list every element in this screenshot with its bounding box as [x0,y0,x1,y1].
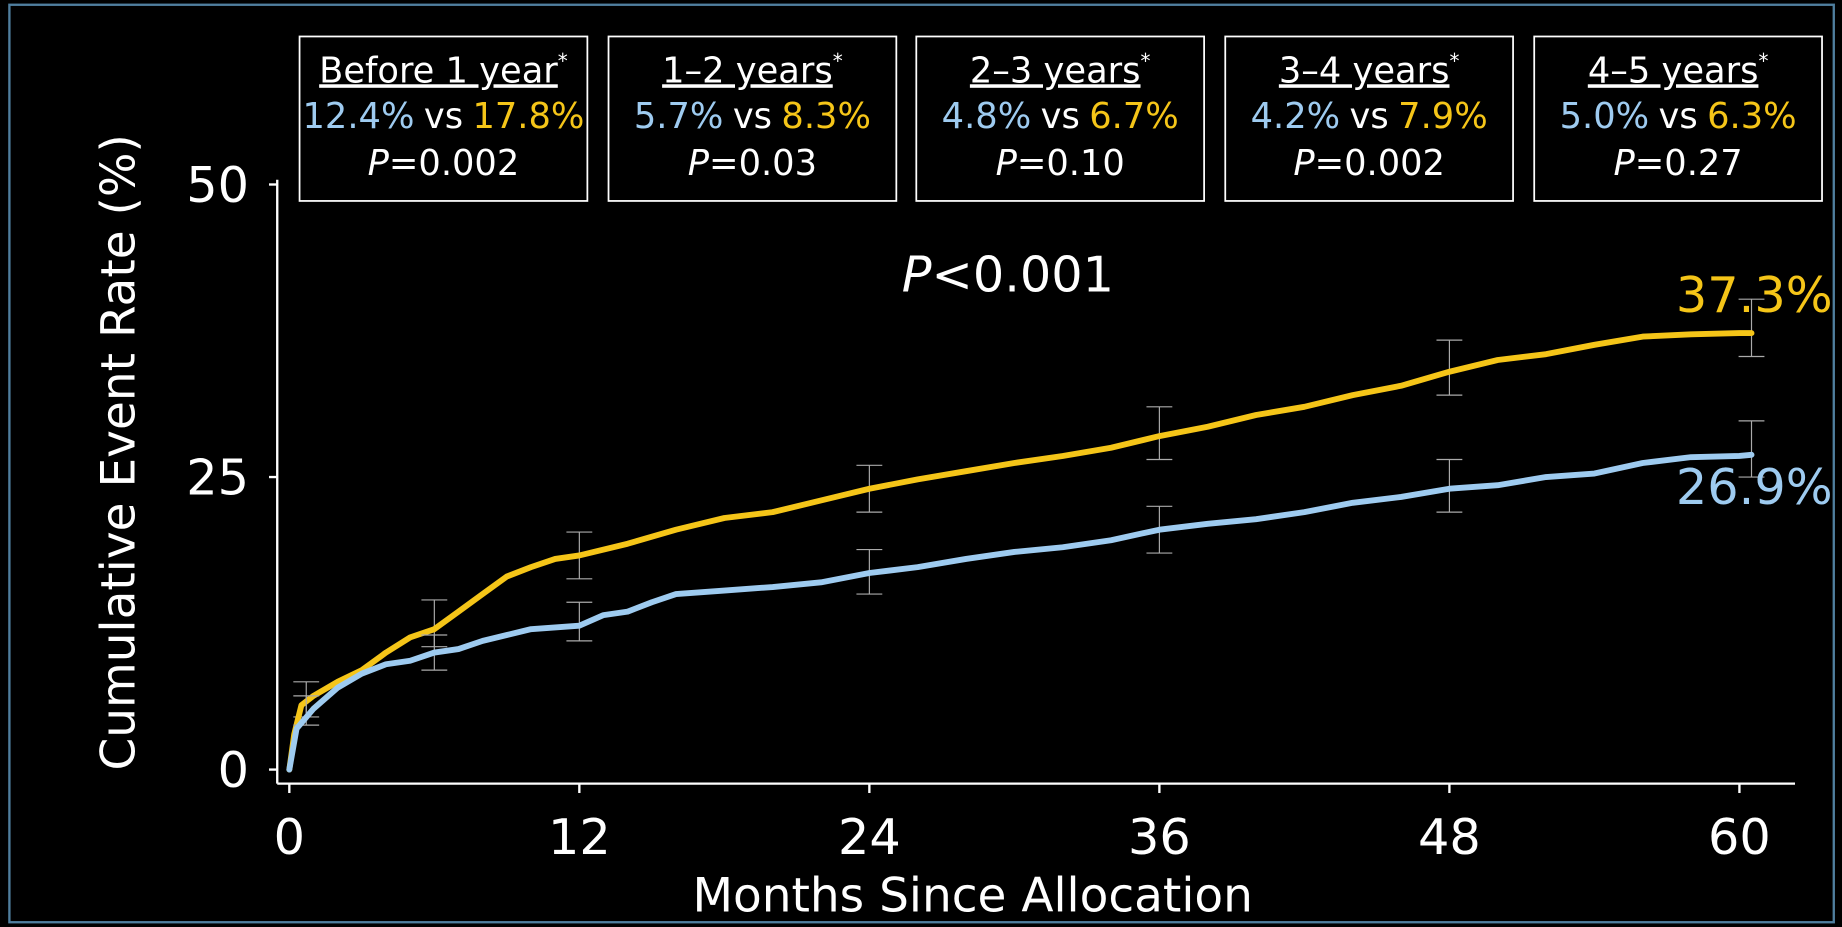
error-bar [1436,339,1463,396]
interval-period: 1–2 years [662,50,833,91]
p-symbol: P [1293,143,1315,184]
interval-title: 2–3 years* [970,49,1151,91]
p-symbol: P [368,143,390,184]
interval-box [298,35,589,202]
rate-yellow: 8.3% [781,96,871,137]
y-tick-label: 0 [218,741,249,799]
p-value-overall: P<0.001 [902,245,1114,303]
interval-title: 4–5 years* [1588,49,1769,91]
rate-yellow: 17.8% [472,96,584,137]
interval-box [607,35,898,202]
interval-marker: * [1758,49,1768,73]
rate-yellow: 6.3% [1707,96,1797,137]
x-tick-label: 36 [1128,808,1191,866]
error-bar [566,601,593,642]
rate-sep: vs [424,96,463,137]
survival-curve [286,451,1755,773]
interval-period: 2–3 years [970,50,1141,91]
interval-p: P=0.10 [996,143,1125,184]
interval-marker: * [1141,49,1151,73]
error-bar [1738,298,1765,358]
x-tick-label: 60 [1708,808,1771,866]
p-value: =0.002 [1315,143,1445,184]
rate-sep: vs [1659,96,1698,137]
p-value: =0.002 [389,143,519,184]
end-label: 26.9% [1676,458,1833,516]
interval-p: P=0.002 [1293,143,1445,184]
x-axis-label: Months Since Allocation [692,869,1252,924]
interval-marker: * [1449,49,1459,73]
interval-rates: 5.0% vs 6.3% [1560,96,1797,137]
frame [8,3,1835,924]
interval-p: P=0.27 [1614,143,1743,184]
interval-box [915,35,1205,202]
rate-blue: 4.8% [942,96,1032,137]
p-value: =0.27 [1635,143,1743,184]
interval-title: 1–2 years* [662,49,843,91]
y-axis-label: Cumulative Event Rate (%) [92,134,147,770]
p-value: <0.001 [932,245,1115,303]
rate-blue: 4.2% [1251,96,1341,137]
interval-rates: 4.2% vs 7.9% [1251,96,1488,137]
y-tick-label: 50 [186,156,249,214]
y-tick-label: 25 [186,449,249,507]
p-symbol: P [688,143,710,184]
rate-sep: vs [1350,96,1389,137]
interval-period: 4–5 years [1588,50,1759,91]
interval-box [1533,35,1823,202]
interval-title: Before 1 year* [319,49,568,91]
x-tick-label: 48 [1418,808,1481,866]
survival-curve [286,330,1755,773]
rate-yellow: 6.7% [1089,96,1179,137]
x-tick-label: 24 [838,808,901,866]
interval-p: P=0.002 [368,143,520,184]
rate-blue: 5.0% [1560,96,1650,137]
rate-sep: vs [733,96,772,137]
rate-yellow: 7.9% [1398,96,1488,137]
error-bar [1738,420,1765,478]
p-value: =0.10 [1017,143,1125,184]
interval-p: P=0.03 [688,143,817,184]
interval-marker: * [833,49,843,73]
rate-blue: 5.7% [634,96,724,137]
x-tick-label: 0 [274,808,305,866]
p-symbol: P [996,143,1018,184]
interval-period: 3–4 years [1279,50,1450,91]
p-symbol: P [1614,143,1636,184]
interval-rates: 12.4% vs 17.8% [303,96,585,137]
x-tick-label: 12 [548,808,611,866]
rate-blue: 12.4% [303,96,415,137]
interval-rates: 5.7% vs 8.3% [634,96,871,137]
interval-box [1224,35,1514,202]
interval-title: 3–4 years* [1279,49,1460,91]
end-label: 37.3% [1676,266,1833,324]
interval-rates: 4.8% vs 6.7% [942,96,1179,137]
p-value: =0.03 [709,143,817,184]
interval-marker: * [558,49,568,73]
p-symbol: P [902,245,932,303]
interval-period: Before 1 year [319,50,558,91]
rate-sep: vs [1041,96,1080,137]
